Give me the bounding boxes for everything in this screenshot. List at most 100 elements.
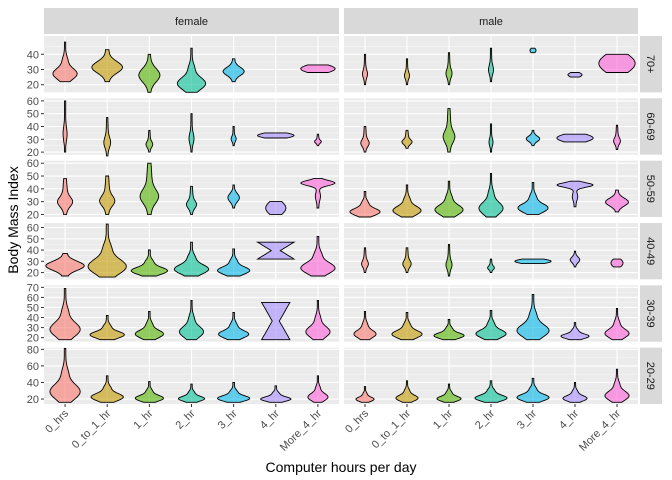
violin-0_hrs <box>361 247 369 274</box>
violin-4_hr <box>255 241 296 260</box>
violin-0_hrs <box>49 348 81 403</box>
x-tick-label-1_hr: 1_hr <box>131 407 155 431</box>
violin-3_hr <box>517 181 549 215</box>
y-tick-label: 40 <box>27 245 39 257</box>
x-tick-label-2_hr: 2_hr <box>473 407 497 431</box>
violin-0_to_1_hr <box>395 380 419 403</box>
violin-3_hr <box>529 47 537 54</box>
violin-1_hr <box>134 311 164 341</box>
facet-strip-30-39 <box>640 285 662 342</box>
violin-More_4_hr <box>305 299 331 341</box>
violin-0_to_1_hr <box>91 49 123 83</box>
violin-More_4_hr <box>613 124 621 150</box>
violin-0_hrs <box>349 190 381 218</box>
violin-1_hr <box>139 162 160 215</box>
panel-female-30-39 <box>44 285 339 342</box>
violin-More_4_hr <box>604 308 630 341</box>
violin-0_hrs <box>45 252 85 277</box>
x-tick-label-3_hr: 3_hr <box>216 407 240 431</box>
violin-More_4_hr <box>300 236 336 277</box>
x-tick-label-4_hr: 4_hr <box>557 407 581 431</box>
violin-4_hr <box>260 301 291 341</box>
violin-0_to_1_hr <box>401 129 413 149</box>
violin-0_hrs <box>362 53 368 86</box>
facet-strip-40-49 <box>640 223 662 280</box>
facet-strip-20-29 <box>640 347 662 404</box>
violin-0_to_1_hr <box>89 315 125 341</box>
violin-4_hr <box>569 250 581 268</box>
violin-0_hrs <box>353 311 377 341</box>
violin-4_hr <box>562 382 588 403</box>
facet-label-60-69: 60-69 <box>644 112 656 140</box>
violin-1_hr <box>130 249 169 277</box>
violin-3_hr <box>516 377 550 403</box>
x-tick-label-0_to_1_hr: 0_to_1_hr <box>370 407 414 451</box>
y-tick-label: 60 <box>27 223 39 235</box>
x-tick-label-More_4_hr: More_4_hr <box>278 407 324 453</box>
facet-label-female: female <box>175 16 208 28</box>
violin-More_4_hr <box>598 53 636 73</box>
facet-strip-female <box>44 8 339 34</box>
violin-2_hr <box>173 241 210 277</box>
y-tick-label: 70 <box>27 282 39 294</box>
violin-1_hr <box>433 319 465 341</box>
violin-0_to_1_hr <box>103 117 112 157</box>
y-tick-label: 30 <box>27 256 39 268</box>
violin-More_4_hr <box>605 189 629 213</box>
y-tick-label: 60 <box>27 158 39 170</box>
violin-1_hr <box>434 180 464 218</box>
x-tick-label-0_to_1_hr: 0_to_1_hr <box>70 407 114 451</box>
panel-male-50-59 <box>344 160 638 218</box>
y-tick-label: 60 <box>27 361 39 373</box>
violin-1_hr <box>445 243 453 277</box>
violin-More_4_hr <box>314 133 322 147</box>
violin-2_hr <box>478 173 504 218</box>
y-axis-title: Body Mass Index <box>5 166 21 273</box>
violin-2_hr <box>178 299 205 341</box>
violin-2_hr <box>474 380 508 403</box>
violin-3_hr <box>217 248 251 277</box>
violin-3_hr <box>230 126 237 147</box>
violin-4_hr <box>257 132 295 139</box>
violin-More_4_hr <box>604 368 630 403</box>
violin-0_to_1_hr <box>90 375 124 403</box>
violin-2_hr <box>488 123 494 153</box>
panel-female-50-59 <box>44 160 339 217</box>
violin-4_hr <box>567 72 583 78</box>
violin-2_hr <box>475 310 507 341</box>
violin-2_hr <box>176 47 207 93</box>
violin-1_hr <box>134 381 164 403</box>
x-tick-label-0_hrs: 0_hrs <box>43 407 71 435</box>
y-tick-label: 20 <box>27 394 39 406</box>
facet-strip-male <box>344 8 638 34</box>
y-tick-label: 20 <box>27 209 39 221</box>
y-tick-label: 20 <box>27 268 39 280</box>
violin-2_hr <box>487 258 495 274</box>
y-tick-label: 50 <box>27 234 39 246</box>
violin-More_4_hr <box>610 258 624 268</box>
violin-0_hrs <box>57 178 74 215</box>
violin-0_hrs <box>52 41 78 83</box>
facet-label-50-59: 50-59 <box>644 175 656 203</box>
violin-0_hrs <box>49 287 81 341</box>
violin-3_hr <box>216 382 251 403</box>
x-tick-label-2_hr: 2_hr <box>174 407 198 431</box>
violin-1_hr <box>445 52 453 86</box>
x-tick-label-1_hr: 1_hr <box>431 407 455 431</box>
y-tick-label: 40 <box>27 184 39 196</box>
violin-1_hr <box>138 53 161 93</box>
y-tick-label: 40 <box>27 49 39 61</box>
x-tick-label-0_hrs: 0_hrs <box>343 407 371 435</box>
violin-1_hr <box>442 108 456 153</box>
facet-strip-50-59 <box>640 160 662 217</box>
violin-3_hr <box>222 58 245 83</box>
violin-2_hr <box>488 47 494 83</box>
violin-3_hr <box>525 129 541 147</box>
y-tick-label: 40 <box>27 313 39 325</box>
violin-0_hrs <box>62 100 68 153</box>
y-tick-label: 40 <box>27 122 39 134</box>
y-tick-label: 60 <box>27 96 39 108</box>
y-tick-label: 20 <box>27 333 39 345</box>
violin-More_4_hr <box>300 64 336 73</box>
